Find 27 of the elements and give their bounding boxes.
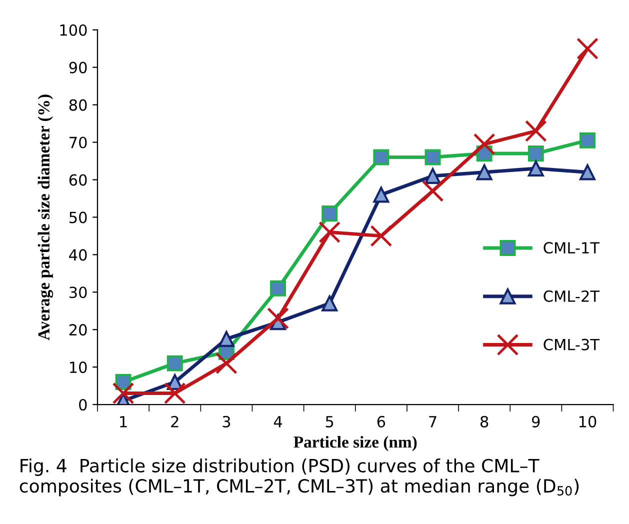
- x-tick-label: 1: [120, 416, 127, 428]
- x-tick-label: 6: [377, 416, 386, 428]
- y-tick-label: 100: [60, 24, 87, 36]
- x-tick-label: 9: [532, 416, 540, 428]
- x-axis-title: Particle size (nm): [294, 436, 417, 452]
- x-tick-label: 4: [274, 416, 282, 428]
- y-tick-label: 10: [70, 362, 87, 374]
- y-axis-title: Average particle size diameter (%): [38, 94, 54, 340]
- x-tick-label: 3: [222, 416, 230, 428]
- x-tick-label: 8: [480, 416, 488, 428]
- x-tick-label: 7: [429, 416, 436, 428]
- y-tick-label: 30: [69, 286, 87, 298]
- y-tick-label: 50: [70, 212, 87, 224]
- caption: Fig. 4 Particle size distribution (PSD) curves of the CML–T composites (CML–1T, CML–2T, CML–3T) at median range (D$_{50}$): [20, 458, 579, 496]
- x-tick-label: 2: [171, 416, 178, 428]
- y-tick-label: 20: [69, 324, 87, 336]
- x-tick-label: 5: [326, 416, 334, 428]
- legend-label: CML-2T: [544, 290, 600, 302]
- y-tick-label: 60: [69, 174, 87, 186]
- legend-label: CML-3T: [544, 338, 600, 350]
- y-tick-label: 90: [69, 62, 87, 74]
- y-tick-label: 0: [79, 398, 87, 411]
- y-tick-label: 70: [70, 136, 87, 148]
- y-tick-label: 40: [69, 249, 87, 261]
- y-tick-label: 80: [69, 99, 87, 111]
- legend-label: CML-1T: [544, 242, 600, 254]
- x-tick-label: 10: [579, 416, 596, 428]
